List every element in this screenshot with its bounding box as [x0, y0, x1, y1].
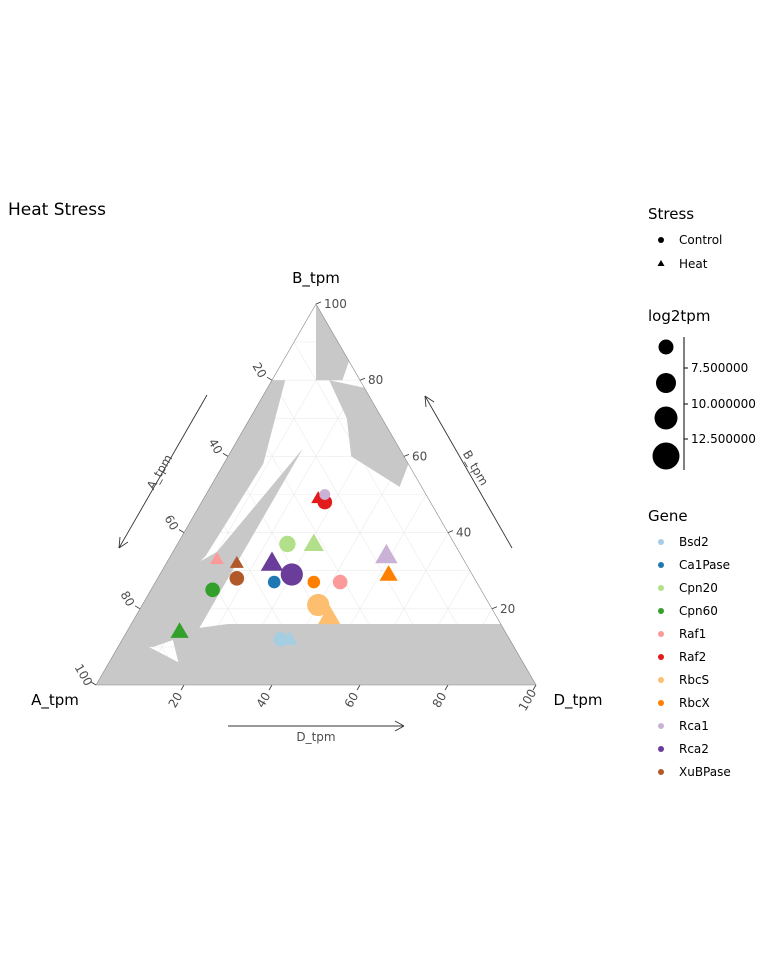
legend-gene-label: Bsd2 — [679, 535, 709, 549]
legend-stress-title: Stress — [648, 205, 694, 223]
plot-area: 20 20 20 40 40 40 60 60 60 80 80 80 100 100 100 — [72, 297, 540, 713]
tick-label-a: 80 — [118, 589, 138, 609]
chart-title: Heat Stress — [8, 200, 106, 220]
legend-key-ca1pase — [658, 562, 664, 568]
point-cpn20-heat — [303, 533, 324, 551]
point-bsd2-heat — [281, 631, 298, 645]
legend-key-bsd2 — [658, 539, 664, 545]
legend-key-cpn20 — [658, 585, 664, 591]
axis-title-d: D_tpm — [553, 691, 602, 710]
point-rbcs-heat — [318, 604, 341, 625]
legend-gene-label: Raf1 — [679, 627, 706, 641]
tick-label-d: 60 — [342, 690, 362, 710]
triangle-border — [95, 303, 537, 686]
point-cpn20-control — [279, 535, 296, 553]
legend-gene-title: Gene — [648, 507, 688, 525]
legend-key-raf1 — [658, 631, 664, 637]
tick-label-d: 100 — [516, 687, 540, 714]
legend-gene-label: Raf2 — [679, 650, 706, 664]
tick-label-d: 40 — [254, 690, 274, 710]
legend-stress: Stress Control Heat — [648, 205, 722, 271]
legend-key-cpn60 — [658, 608, 664, 614]
point-rbcs-control — [307, 593, 330, 617]
point-rca1-control — [319, 489, 331, 500]
size-key-circle — [656, 373, 676, 393]
legend-key-raf2 — [658, 654, 664, 660]
size-key-circle — [658, 339, 674, 355]
point-rca2-heat — [260, 551, 284, 571]
point-rca2-control — [280, 563, 303, 586]
legend-key-rca1 — [658, 723, 664, 729]
size-label: 12.500000 — [691, 432, 756, 446]
legend-gene-label: Cpn60 — [679, 604, 718, 618]
legend-gene-label: Rca2 — [679, 742, 709, 756]
tick-marks — [90, 301, 537, 691]
point-raf1-heat — [210, 552, 224, 565]
point-xubpase-heat — [229, 555, 244, 568]
tick-label-a: 100 — [72, 662, 96, 689]
density-band — [96, 643, 193, 685]
tick-label-b: 80 — [368, 373, 383, 387]
legend-key-rca2 — [658, 746, 664, 752]
size-label: 10.000000 — [691, 397, 756, 411]
point-rbcx-control — [307, 575, 321, 589]
density-band — [118, 448, 303, 647]
density-band — [170, 624, 537, 685]
legend-stress-control: Control — [679, 233, 722, 247]
tick-label-a: 40 — [206, 436, 226, 456]
legend-size: log2tpm 7.500000 10.000000 12.500000 — [648, 307, 756, 470]
tick-label-a: 20 — [250, 360, 270, 380]
legend-gene-label: XuBPase — [679, 765, 731, 779]
axis-arrow-a — [118, 394, 208, 549]
point-cpn60-control — [205, 582, 220, 598]
size-label: 7.500000 — [691, 361, 748, 375]
legend-circle-marker — [658, 237, 664, 243]
legend-key-rbcs — [658, 677, 664, 683]
legend-key-xubpase — [658, 769, 664, 775]
tick-label-b: 20 — [500, 602, 515, 616]
legend-gene-label: Cpn20 — [679, 581, 718, 595]
axis-arrow-d — [228, 720, 405, 732]
axis-arrow-b — [424, 395, 513, 549]
density-band — [329, 380, 409, 487]
point-rbcx-heat — [379, 565, 398, 581]
point-xubpase-control — [229, 571, 245, 586]
legend-key-rbcx — [658, 700, 664, 706]
arrow-label-d: D_tpm — [296, 730, 335, 744]
tick-label-b: 40 — [456, 526, 471, 540]
point-ca1pase-control — [267, 575, 281, 589]
size-key-circle — [654, 406, 678, 430]
size-key-circle — [652, 442, 680, 470]
data-points — [170, 489, 398, 647]
tick-label-a: 60 — [162, 512, 182, 532]
point-raf1-control — [332, 574, 348, 590]
arrow-label-b: B_tpm — [460, 448, 491, 488]
legend-size-title: log2tpm — [648, 307, 710, 325]
density-regions — [96, 304, 537, 685]
axis-title-a: A_tpm — [31, 691, 79, 710]
point-rca1-heat — [375, 543, 398, 564]
legend-gene: Gene Bsd2 Ca1Pase Cpn20 Cpn60 Raf1 Raf2 RbcS Rb… — [648, 507, 731, 779]
density-band — [316, 304, 349, 381]
legend-gene-label: RbcX — [679, 696, 710, 710]
tick-label-b: 60 — [412, 449, 427, 463]
density-band — [118, 380, 286, 647]
tick-label-b: 100 — [324, 297, 347, 311]
point-raf2-heat — [311, 491, 326, 504]
legend-gene-label: Ca1Pase — [679, 558, 730, 572]
legend-gene-label: RbcS — [679, 673, 709, 687]
legend-triangle-marker — [657, 260, 665, 266]
axis-title-b: B_tpm — [292, 269, 340, 288]
legend-gene-label: Rca1 — [679, 719, 709, 733]
tick-label-d: 80 — [430, 690, 450, 710]
arrow-label-a: A_tpm — [144, 452, 175, 492]
tick-label-d: 20 — [166, 690, 186, 710]
point-cpn60-heat — [170, 622, 189, 638]
legend-stress-heat: Heat — [679, 257, 708, 271]
